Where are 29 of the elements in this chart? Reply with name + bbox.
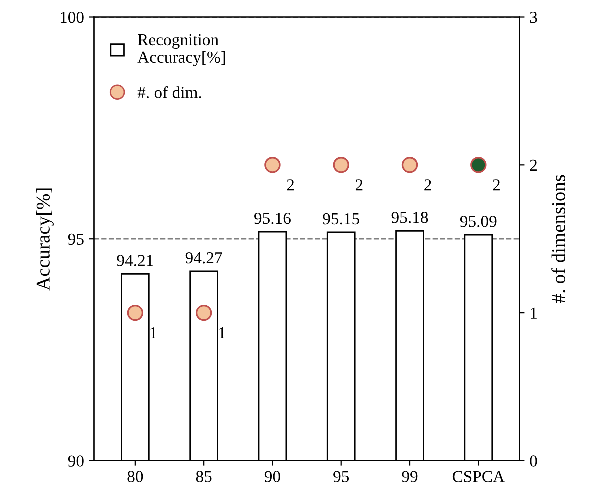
data-label: 2 [287, 180, 294, 191]
data-label: 95.09 [460, 216, 497, 228]
data-label: 95.18 [392, 212, 428, 224]
y2-tick-label: 2 [530, 160, 537, 171]
x-tick-label: 90 [264, 471, 280, 482]
y2-tick-label: 0 [530, 456, 538, 467]
y-tick-label: 95 [68, 234, 84, 246]
y2-tick-label: 1 [531, 308, 537, 319]
legend-label: Recognition Accuracy[%] [138, 34, 226, 67]
y2-axis-title: #. of dimensions [552, 175, 566, 304]
y-axis-title: Accuracy[%] [36, 188, 54, 291]
data-label: 1 [219, 328, 226, 339]
data-label: 95.16 [254, 212, 291, 224]
data-label: 1 [150, 328, 157, 339]
y-tick-label: 100 [60, 12, 84, 24]
data-label: 95.15 [323, 213, 360, 225]
data-label: 2 [493, 180, 500, 191]
x-tick-label: CSPCA [452, 471, 505, 482]
data-label: 2 [356, 180, 363, 191]
x-tick-label: 99 [402, 471, 418, 482]
data-label: 2 [424, 180, 432, 191]
x-tick-label: 80 [128, 471, 144, 482]
x-tick-label: 85 [196, 471, 212, 482]
x-tick-label: 95 [334, 471, 350, 482]
data-label: 94.21 [117, 255, 154, 266]
y2-tick-label: 3 [530, 12, 538, 24]
data-label: 94.27 [186, 252, 222, 264]
legend-label: #. of dim. [138, 86, 202, 98]
y-tick-label: 90 [68, 456, 84, 467]
